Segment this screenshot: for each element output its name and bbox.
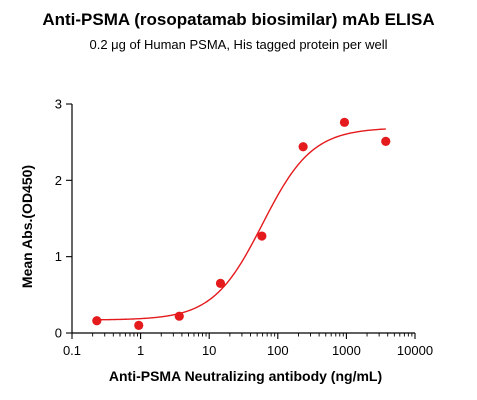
y-tick-label: 2 — [55, 173, 62, 188]
y-tick-label: 3 — [55, 97, 62, 112]
axes — [71, 104, 415, 334]
y-ticks: 0 1 2 3 — [55, 97, 72, 341]
data-point — [134, 320, 144, 330]
y-tick-label: 1 — [55, 249, 62, 264]
x-tick-label: 10 — [202, 343, 216, 358]
x-tick-label: 100 — [267, 343, 289, 358]
chart-subtitle: 0.2 μg of Human PSMA, His tagged protein… — [89, 37, 388, 52]
x-tick-label: 1000 — [332, 343, 361, 358]
data-point — [381, 136, 391, 147]
x-tick-label: 1 — [137, 343, 144, 358]
data-point — [174, 311, 184, 321]
data-point — [298, 142, 308, 152]
x-axis-title: Anti-PSMA Neutralizing antibody (ng/mL) — [109, 368, 382, 384]
data-point — [92, 316, 102, 326]
data-point — [215, 278, 226, 288]
data-point — [339, 117, 350, 127]
data-point — [257, 231, 267, 241]
x-ticks: 0.1 1 10 100 1000 10000 — [63, 333, 433, 358]
chart-title: Anti-PSMA (rosopatamab biosimilar) mAb E… — [42, 10, 435, 29]
y-tick-label: 0 — [55, 326, 62, 341]
y-axis-title: Mean Abs.(OD450) — [19, 165, 35, 288]
fit-curve — [96, 128, 386, 321]
x-tick-label: 0.1 — [63, 343, 81, 358]
data-points — [92, 117, 391, 330]
x-tick-label: 10000 — [397, 343, 433, 358]
